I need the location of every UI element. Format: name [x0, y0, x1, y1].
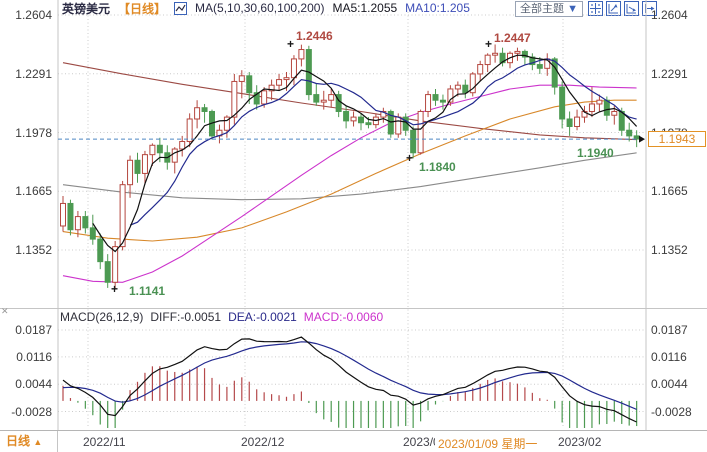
price-axis-label: 1.2604 [651, 8, 688, 22]
period-tag: 【日线】 [118, 1, 167, 16]
zoom-in-icon [608, 4, 618, 14]
time-axis-bar: 日线 ▲ 2022/11 2022/12 2023/01 2023/01/09 … [0, 430, 707, 452]
macd-macd-value: MACD:-0.0060 [303, 310, 384, 324]
high-annotation: 1.2447 [494, 31, 531, 45]
macd-axis-label: 0.0044 [15, 377, 52, 392]
zoom-in-button[interactable] [606, 1, 621, 16]
macd-axis-label: -0.0028 [11, 404, 52, 419]
ma-indicator-icon [174, 1, 188, 15]
zoom-out-button[interactable] [624, 1, 639, 16]
macd-axis-label: 0.0044 [651, 377, 688, 392]
time-label: 2022/12 [241, 435, 285, 449]
macd-axis-label: -0.0028 [651, 404, 692, 419]
macd-header: MACD(26,12,9) DIFF:-0.0051 DEA:-0.0021 M… [60, 310, 383, 324]
low-annotation: 1.1940 [577, 146, 614, 160]
theme-dropdown-label: 全部主题 [520, 3, 565, 15]
price-axis-label: 1.2291 [651, 66, 688, 81]
price-axis-label: 1.1665 [651, 184, 688, 199]
price-axis-label: 1.1978 [15, 125, 52, 140]
zoom-out-icon [626, 4, 636, 14]
low-marker-icon: + [111, 282, 119, 296]
macd-formula-label: MACD(26,12,9) [60, 310, 144, 324]
crosshair-date-tooltip: 2023/01/09 星期一 [435, 435, 541, 452]
low-annotation: 1.1840 [419, 160, 456, 174]
last-price-tag: 1.1943 [648, 131, 706, 147]
price-axis-label: 1.2604 [15, 8, 52, 22]
macd-axis-label: 0.0187 [15, 323, 52, 337]
ma10-value-label: MA10:1.205 [405, 1, 470, 15]
period-selector-button[interactable]: 日线 ▲ [0, 431, 58, 452]
macd-close-icon[interactable]: ✕ [1, 306, 9, 316]
price-axis-label: 1.1352 [15, 243, 52, 257]
price-axis-label: 1.2291 [15, 66, 52, 81]
high-marker-icon: + [287, 37, 295, 51]
price-axis-label: 1.1352 [651, 243, 688, 257]
ma-formula-label: MA(5,10,30,60,100,200) [195, 1, 325, 15]
symbol-title: 英镑美元 [62, 1, 111, 16]
price-axis-label: 1.1665 [15, 184, 52, 199]
chevron-down-icon: ▼ [567, 3, 578, 15]
period-selector-label: 日线 [6, 434, 31, 448]
time-label: 2023/02 [558, 435, 602, 449]
time-label: 2022/11 [83, 435, 126, 449]
macd-axis-label: 0.0116 [651, 349, 687, 364]
low-marker-icon: + [406, 151, 414, 165]
crosshair-button[interactable] [588, 1, 603, 16]
macd-dea-value: DEA:-0.0021 [228, 310, 297, 324]
macd-diff-value: DIFF:-0.0051 [150, 310, 222, 324]
theme-dropdown[interactable]: 全部主题 ▼ [515, 1, 583, 17]
low-annotation: 1.1141 [129, 284, 166, 298]
crosshair-icon [590, 3, 601, 14]
ma5-value-label: MA5:1.2055 [332, 1, 398, 15]
high-annotation: 1.2446 [296, 29, 333, 43]
chart-header: 英镑美元 【日线】 MA(5,10,30,60,100,200) MA5:1.2… [62, 1, 470, 16]
macd-axis-label: 0.0187 [651, 323, 688, 337]
high-marker-icon: + [485, 37, 493, 51]
triangle-up-icon: ▲ [33, 437, 43, 447]
macd-axis-label: 0.0116 [16, 349, 52, 364]
